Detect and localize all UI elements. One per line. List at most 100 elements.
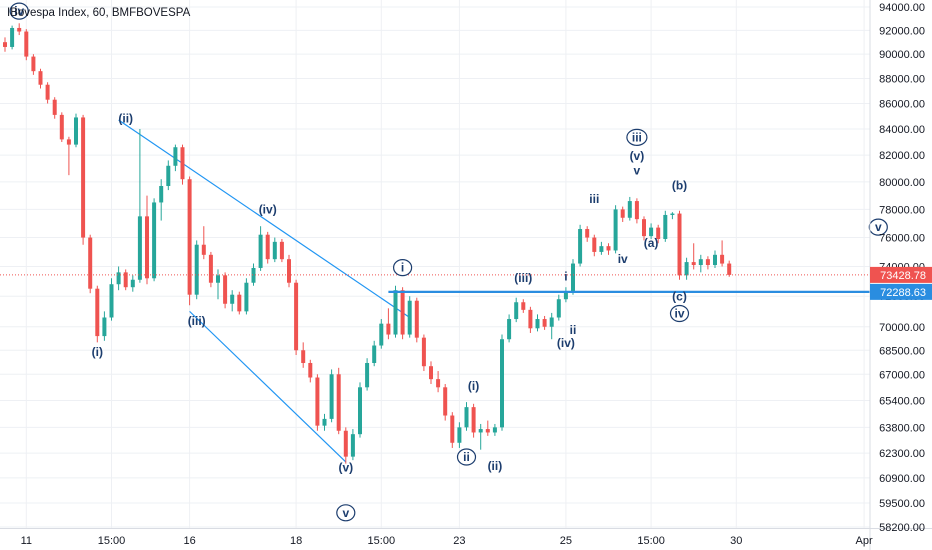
candle [95, 285, 100, 343]
candle [585, 226, 590, 242]
candle [38, 68, 43, 89]
candle-body [223, 275, 228, 304]
candle [613, 205, 618, 254]
wave-label-text: (c) [672, 290, 687, 304]
y-tick-label: 82000.00 [879, 150, 925, 162]
candle [109, 278, 114, 321]
wave-label-circled: v [868, 218, 888, 236]
y-tick-label: 60900.00 [879, 473, 925, 485]
wave-label-text: (v) [338, 461, 353, 475]
wave-label-circle [336, 504, 356, 522]
wave-label-text: (i) [92, 345, 103, 359]
candle-body [74, 117, 78, 145]
trendline[interactable] [189, 310, 347, 463]
wave-label: (ii) [488, 459, 503, 473]
wave-label-text: i [401, 261, 404, 275]
candle [521, 299, 526, 313]
candle-body [102, 317, 107, 337]
candle [208, 251, 213, 288]
y-tick-label: 84000.00 [879, 124, 925, 136]
candle [31, 54, 36, 75]
candle [450, 412, 455, 448]
candle [194, 240, 199, 300]
candle-body [478, 429, 483, 433]
candle [507, 314, 512, 343]
y-tick-label: 67000.00 [879, 369, 925, 381]
candle [443, 384, 448, 421]
candle-body [17, 27, 22, 32]
candle [216, 269, 220, 300]
candle-body [705, 259, 710, 266]
wave-label-text: (iv) [557, 336, 575, 350]
wave-label-text: v [342, 506, 349, 520]
candle-body [514, 302, 519, 320]
candle [698, 254, 703, 273]
candle-body [358, 387, 362, 435]
price-axis[interactable]: 94000.00 92000.00 90000.00 88000.00 86000.00… [879, 2, 925, 534]
candle-body [727, 263, 732, 275]
wave-label: v [634, 163, 641, 177]
wave-label-circle [393, 259, 413, 277]
candle-body [3, 42, 7, 47]
candle [713, 250, 717, 268]
candle [230, 290, 235, 312]
candle-body [372, 345, 377, 363]
time-axis[interactable]: 11 15:00 16 18 15:00 23 25 15:00 30 Apr [21, 535, 873, 547]
candle [414, 297, 419, 343]
candle-body [400, 290, 405, 335]
wave-label-text: ii [463, 450, 470, 464]
candle-body [642, 219, 646, 237]
candle-body [272, 241, 277, 260]
candle-body [109, 284, 114, 318]
x-tick-label: 15:00 [637, 535, 665, 547]
y-tick-label: 90000.00 [879, 49, 925, 61]
x-tick-label: Apr [856, 535, 873, 547]
candle [599, 241, 604, 255]
candle-body [634, 201, 639, 220]
candle [549, 312, 554, 340]
y-tick-label: 78000.00 [879, 204, 925, 216]
candle [201, 226, 206, 260]
candle [421, 334, 426, 372]
candle [358, 382, 362, 438]
trendlines[interactable] [118, 119, 411, 463]
wave-label-circled: iv [9, 2, 29, 20]
price-levels[interactable] [0, 274, 870, 293]
candle-body [578, 229, 583, 264]
candle [294, 279, 299, 356]
wave-label-circle [868, 218, 888, 236]
price-tags: 73428.78 72288.63 [870, 266, 932, 300]
candle-body [670, 213, 675, 215]
candle-body [308, 362, 313, 378]
candle-body [379, 323, 384, 346]
candle-body [365, 362, 370, 388]
candle-body [88, 237, 93, 289]
candle [3, 37, 7, 52]
wave-label: iv [618, 252, 628, 266]
candle [556, 294, 561, 321]
y-tick-label: 76000.00 [879, 233, 925, 245]
candle-body [521, 302, 526, 310]
candle-body [152, 202, 157, 279]
candle [485, 420, 490, 436]
wave-label: iii [589, 192, 599, 206]
candle-body [159, 185, 164, 203]
candle [606, 243, 611, 255]
candle [130, 275, 135, 292]
y-tick-label: 94000.00 [879, 2, 925, 14]
wave-label-text: i [564, 269, 567, 283]
candle [279, 238, 284, 263]
wave-label-circled: i [393, 259, 413, 277]
wave-label: (i) [468, 379, 479, 393]
candle [24, 29, 29, 61]
candle-body [194, 244, 199, 295]
wave-label: (b) [672, 178, 687, 192]
candle-body [279, 241, 284, 260]
candle [365, 358, 370, 391]
grid [0, 0, 870, 528]
candle-body [713, 254, 717, 266]
candle [258, 226, 263, 271]
trendline[interactable] [118, 119, 411, 318]
candle-body [677, 213, 682, 276]
